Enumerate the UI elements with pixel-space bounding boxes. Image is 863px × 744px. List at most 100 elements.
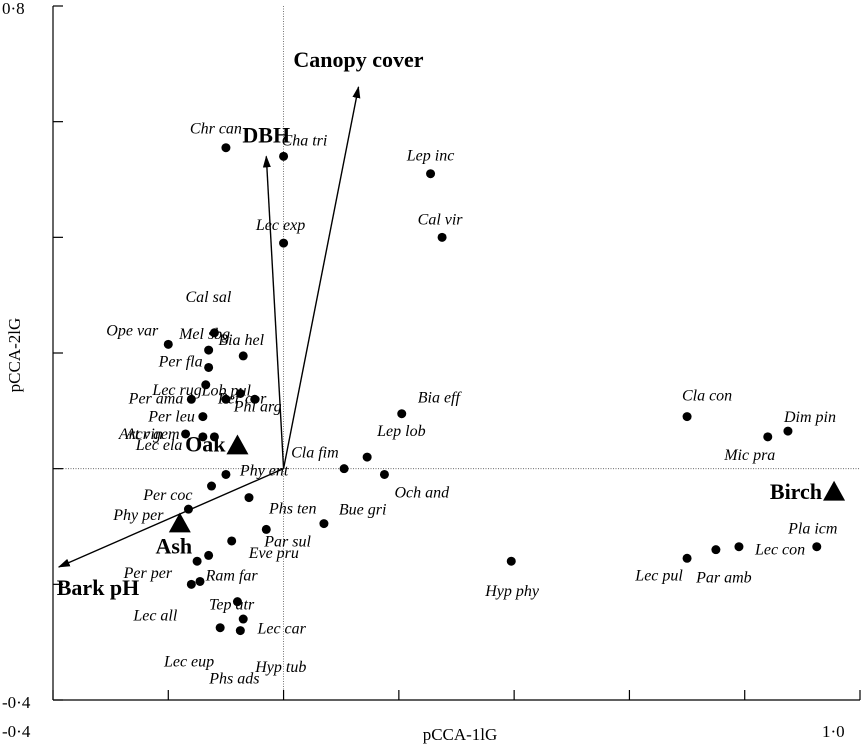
y-tick-label-min: -0·4 [2, 693, 31, 712]
species-point-lob-pul [235, 388, 245, 398]
species-point-cal-vir [437, 232, 447, 242]
species-point-cla-fim [339, 464, 349, 474]
group-label-birch: Birch [770, 479, 822, 504]
species-point-lec-rug [201, 380, 211, 390]
species-label-lec-ela: Lec ela [135, 437, 183, 454]
group-marker-oak [226, 434, 249, 455]
species-point-pla-icm [812, 542, 822, 552]
species-point-lec-ela [209, 432, 219, 442]
vector-label-canopy-cover: Canopy cover [293, 47, 423, 72]
species-label-per-ama: Per ama [128, 390, 184, 407]
species-point-per-per [192, 556, 202, 566]
species-point-cha-tri [279, 151, 289, 161]
species-point-per-ama [186, 394, 196, 404]
species-label-pla-icm: Pla icm [787, 521, 837, 538]
vector-arrow-dbh [262, 155, 285, 469]
species-label-per-leu: Per leu [147, 409, 195, 426]
species-label-lec-rug: Lec rug [151, 382, 201, 399]
species-point-lec-all [186, 579, 196, 589]
species-label-tep-atr: Tep atr [209, 596, 255, 613]
species-point-hyp-tub [238, 614, 248, 624]
species-point-phy-per [183, 504, 193, 514]
y-tick-label-max: 0·8 [2, 0, 25, 18]
species-point-phs-ten [244, 493, 254, 503]
species-point-mel-sbg [204, 345, 214, 355]
species-point-per-cor [221, 394, 231, 404]
vector-arrow-canopy-cover [282, 85, 361, 469]
species-label-ope-var: Ope var [106, 322, 159, 339]
species-label-par-sul: Par sul [263, 533, 311, 550]
group-label-ash: Ash [155, 534, 192, 559]
species-label-per-coc: Per coc [142, 487, 192, 504]
species-point-chr-can [221, 143, 231, 153]
species-point-acr-gem [181, 429, 191, 439]
species-point-cla-con [682, 412, 692, 422]
vector-label-dbh: DBH [242, 122, 290, 147]
species-label-lep-inc: Lep inc [406, 148, 455, 165]
species-point-lec-exp [279, 238, 289, 248]
species-label-och-and: Och and [394, 484, 450, 501]
species-label-lec-pul: Lec pul [634, 567, 683, 584]
species-label-hyp-tub: Hyp tub [254, 659, 306, 676]
species-label-mic-pra: Mic pra [723, 447, 775, 464]
species-point-lec-con [734, 542, 744, 552]
species-label-lec-exp: Lec exp [255, 217, 305, 234]
species-label-phs-ads: Phs ads [208, 671, 259, 688]
species-label-phy-ent: Phy ent [239, 462, 289, 479]
species-label-lec-con: Lec con [754, 542, 805, 559]
x-tick-label-min: -0·4 [2, 722, 31, 741]
species-label-lec-car: Lec car [256, 621, 306, 638]
group-marker-birch [823, 480, 846, 501]
species-point-lep-inc [426, 169, 436, 179]
species-label-par-amb: Par amb [695, 570, 752, 587]
species-point-tep-atr [195, 576, 205, 586]
species-point-bia-eff [397, 409, 407, 419]
species-point-dim-pin [783, 426, 793, 436]
species-label-mel-sbg: Mel sbg [178, 326, 230, 343]
reference-lines [53, 6, 860, 700]
species-label-ram-far: Ram far [205, 567, 259, 584]
species-point-bue-gri [319, 519, 329, 529]
species-points: Chr can Cha tri Lep inc Lec exp Cal vir Cal s… [106, 121, 837, 688]
group-label-oak: Oak [185, 432, 226, 457]
species-point-hyp-phy [506, 556, 516, 566]
species-label-bue-gri: Bue gri [339, 502, 387, 519]
group-centroids: Oak Ash Birch [155, 432, 846, 559]
species-point-phs-ads [235, 626, 245, 636]
x-tick-label-max: 1·0 [822, 722, 845, 741]
species-label-phl-arg: Phl arg [233, 398, 282, 415]
species-point-per-coc [207, 481, 217, 491]
species-label-hyp-phy: Hyp phy [484, 583, 540, 600]
axis-ticks [52, 5, 861, 701]
species-label-bia-eff: Bia eff [418, 390, 463, 407]
species-label-lec-all: Lec all [132, 607, 178, 624]
species-label-art-vin: Art vin [118, 426, 163, 443]
species-label-cla-con: Cla con [682, 388, 732, 405]
species-label-phy-per: Phy per [112, 507, 164, 524]
group-marker-ash [168, 512, 191, 533]
species-point-per-leu [198, 412, 208, 422]
species-point-och-and [379, 469, 389, 479]
species-label-lob-pul: Lob pul [201, 382, 252, 399]
species-point-per-fla [204, 362, 214, 372]
species-point-phy-ent [221, 469, 231, 479]
species-point-lep-lob [362, 452, 372, 462]
species-label-chr-can: Chr can [190, 121, 242, 138]
species-point-ope-var [163, 339, 173, 349]
species-point-eve-pru [227, 536, 237, 546]
species-label-per-fla: Per fla [158, 353, 203, 370]
species-label-lec-eup: Lec eup [163, 654, 214, 671]
species-label-cal-sal: Cal sal [186, 289, 232, 306]
species-point-art-vin [198, 432, 208, 442]
species-label-bia-hel: Bia hel [218, 332, 264, 349]
species-label-acr-gem: Acr gem [125, 426, 180, 443]
species-point-par-amb [711, 545, 721, 555]
x-axis-label: pCCA-1lG [423, 725, 498, 744]
environmental-vectors: Canopy cover DBH Bark pH [57, 47, 424, 600]
species-point-ram-far [204, 550, 214, 560]
species-label-phs-ten: Phs ten [268, 501, 317, 518]
species-point-mic-pra [763, 432, 773, 442]
species-label-cha-tri: Cha tri [282, 132, 328, 149]
species-label-lep-lob: Lep lob [376, 423, 425, 440]
